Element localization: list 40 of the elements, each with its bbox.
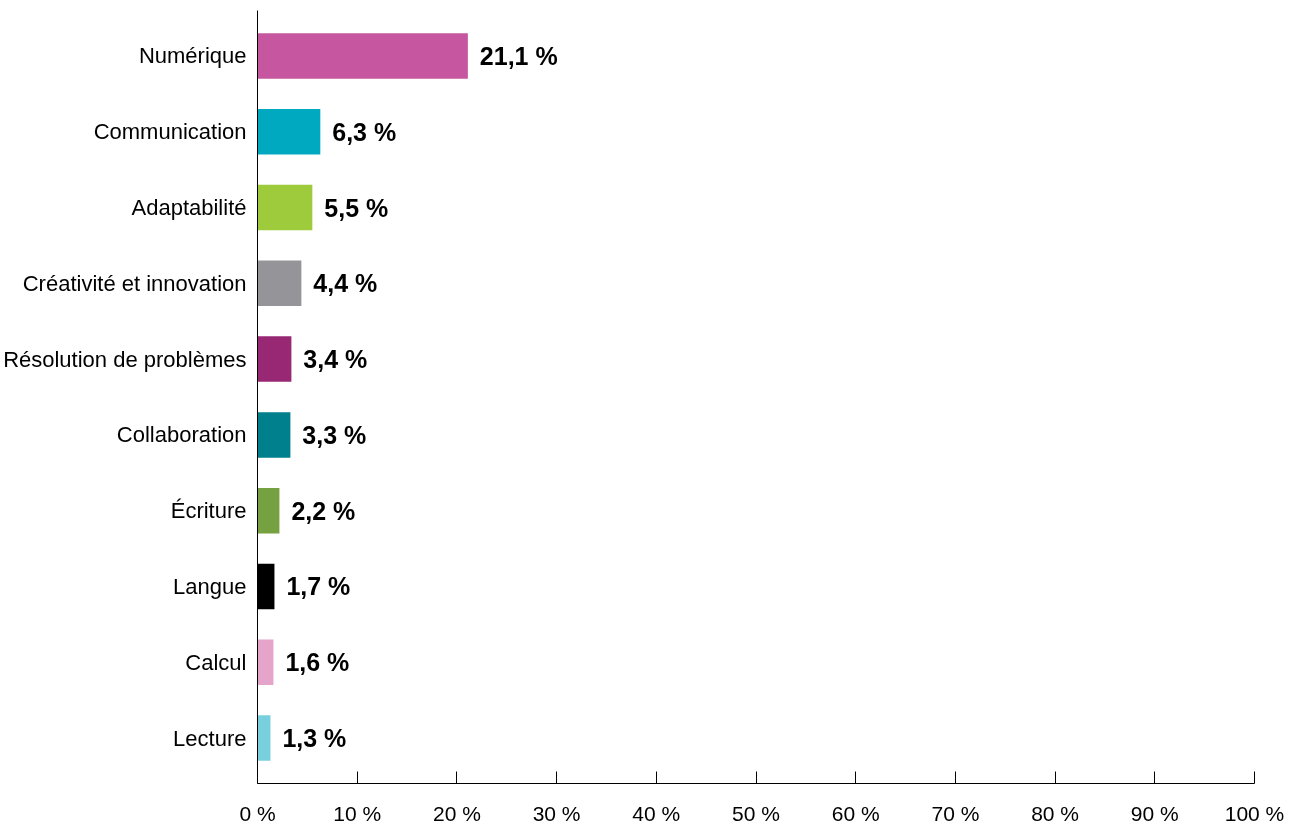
- y-tick-label: Résolution de problèmes: [3, 346, 247, 372]
- y-tick-label: Lecture: [173, 725, 247, 751]
- data-label: 6,3 %: [332, 117, 397, 146]
- x-tick-label: 100 %: [1224, 801, 1285, 825]
- x-tick-label: 90 %: [1130, 801, 1179, 825]
- data-label: 1,6 %: [285, 648, 350, 677]
- y-tick-label: Calcul: [185, 649, 247, 675]
- data-label: 1,3 %: [282, 724, 347, 753]
- x-tick-label: 50 %: [732, 801, 780, 825]
- data-label: 3,4 %: [303, 345, 368, 374]
- y-tick-label: Collaboration: [116, 422, 247, 448]
- data-label: 1,7 %: [286, 572, 351, 601]
- x-tick-label: 10 %: [333, 801, 382, 825]
- y-tick-label: Adaptabilité: [131, 195, 247, 221]
- bar: [257, 184, 313, 231]
- bar: [257, 487, 280, 534]
- bar: [257, 109, 321, 155]
- bar: [257, 639, 274, 685]
- y-tick-label: Écriture: [170, 498, 247, 524]
- x-tick-label: 0 %: [239, 801, 276, 825]
- y-tick-label: Langue: [173, 573, 247, 599]
- y-tick-label: Communication: [93, 119, 247, 145]
- x-tick-label: 80 %: [1031, 801, 1080, 825]
- bar: [257, 412, 291, 458]
- x-tick-label: 60 %: [831, 801, 880, 825]
- data-label: 4,4 %: [313, 269, 378, 298]
- x-tick-label: 70 %: [931, 801, 980, 825]
- data-label: 21,1 %: [479, 41, 558, 70]
- x-tick-label: 40 %: [632, 801, 681, 825]
- x-tick-label: 30 %: [532, 801, 581, 825]
- bar: [257, 715, 271, 761]
- bar: [257, 336, 292, 382]
- data-label: 5,5 %: [324, 193, 389, 222]
- bar: [257, 260, 302, 307]
- data-label: 3,3 %: [302, 420, 367, 449]
- x-tick-label: 20 %: [432, 801, 481, 825]
- y-tick-label: Numérique: [138, 43, 247, 69]
- data-label: 2,2 %: [291, 496, 356, 525]
- y-tick-label: Créativité et innovation: [22, 270, 247, 296]
- bar: [257, 33, 468, 79]
